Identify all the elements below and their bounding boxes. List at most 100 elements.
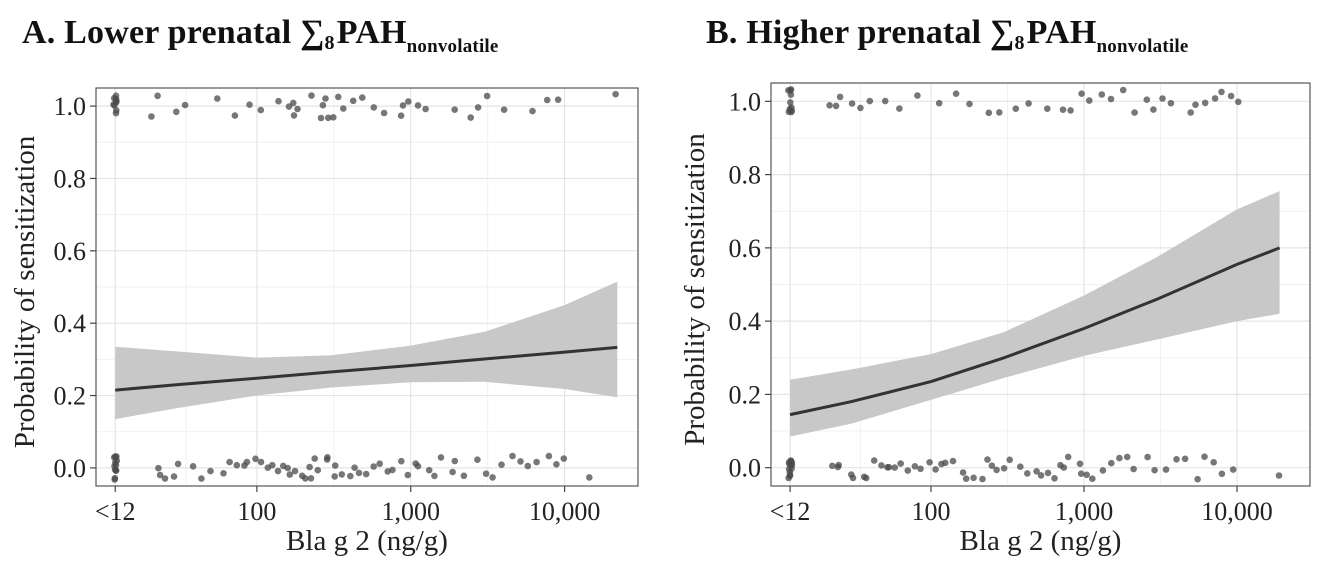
data-point-sensitized [500,106,508,113]
data-point-not-sensitized [878,462,885,469]
confidence-band [790,191,1280,437]
data-point-not-sensitized [257,458,265,466]
data-point-sensitized [1044,105,1051,112]
data-point-sensitized [832,102,840,110]
y-tick-label: 0.8 [729,161,762,190]
data-point-not-sensitized [1006,456,1013,464]
data-point-not-sensitized [1194,475,1201,483]
data-point-sensitized [1227,92,1235,100]
x-tick-label: 1,000 [381,497,440,526]
data-point-sensitized [275,97,282,105]
panel-b-title-sigma-sub: 8 [1014,32,1025,54]
data-point-not-sensitized [351,464,358,472]
x-tick-label: 100 [912,497,951,526]
data-point-sensitized [405,98,412,105]
data-point-not-sensitized [347,472,354,480]
chart-b: 0.0 0.2 0.4 0.6 0.8 1.0 <12 100 1,000 10,000 Bla g… [679,82,1311,557]
data-point-not-sensitized [220,470,227,477]
data-point-not-sensitized [1173,456,1180,463]
data-point-not-sensitized [489,474,496,481]
fitted-line [789,246,1281,417]
y-tick-label: 0.6 [54,237,87,266]
data-point-not-sensitized [112,467,120,474]
data-point-not-sensitized [786,472,794,480]
data-point-sensitized [1143,96,1151,103]
data-point-not-sensitized [233,461,241,469]
data-point-not-sensitized [274,467,282,475]
data-point-sensitized [787,91,795,98]
data-point-not-sensitized [1144,453,1151,461]
data-point-not-sensitized [1218,470,1226,478]
data-point-sensitized [214,95,221,102]
data-point-not-sensitized [904,467,912,474]
data-point-not-sensitized [170,473,178,480]
y-tick-label: 1.0 [729,87,762,116]
data-point-not-sensitized [984,456,991,463]
data-point-sensitized [422,105,429,113]
x-axis-label: Bla g 2 (ng/g) [286,525,448,557]
fitted-line [115,345,618,392]
data-point-not-sensitized [161,475,169,482]
data-point-sensitized [380,109,388,117]
data-point-not-sensitized [979,475,986,483]
data-point-sensitized [181,101,189,109]
data-point-sensitized [451,106,459,113]
y-tick-label: 0.8 [54,164,87,193]
data-point-not-sensitized [785,459,793,466]
panel-a: A. Lower prenatal ∑8PAHnonvolatile 0.0 0.… [9,14,639,557]
data-point-sensitized [952,90,960,97]
data-point-sensitized [1107,95,1115,103]
data-point-sensitized [848,100,856,107]
y-tick-label: 0.0 [54,454,87,483]
data-point-sensitized [966,100,973,108]
data-point-not-sensitized [113,457,121,465]
data-point-not-sensitized [1229,466,1237,473]
data-point-not-sensitized [1201,453,1208,461]
data-point-not-sensitized [1162,466,1170,473]
data-point-not-sensitized [1076,460,1084,468]
data-point-sensitized [996,109,1003,116]
data-point-sensitized [1159,95,1166,102]
data-point-not-sensitized [911,463,919,470]
data-point-sensitized [319,101,327,109]
data-point-sensitized [173,108,180,116]
x-tick-label: 10,000 [529,497,601,526]
data-point-sensitized [1150,106,1157,113]
data-point-not-sensitized [1181,455,1189,463]
data-point-not-sensitized [404,471,412,479]
data-point-not-sensitized [1130,465,1137,473]
data-point-not-sensitized [1089,475,1096,483]
data-point-not-sensitized [376,460,384,468]
data-point-not-sensitized [1017,463,1024,471]
panel-b: B. Higher prenatal ∑8PAHnonvolatile 0.0 0… [670,0,1340,562]
data-point-sensitized [294,105,301,113]
data-point-not-sensitized [1151,466,1158,474]
data-point-sensitized [1201,99,1209,107]
data-point-not-sensitized [1210,459,1217,466]
y-tick-label: 0.4 [54,309,87,338]
data-point-not-sensitized [286,471,294,478]
data-point-sensitized [322,95,329,102]
data-point-not-sensitized [1099,467,1107,474]
data-point-not-sensitized [474,456,481,464]
data-point-sensitized [1211,95,1219,102]
data-point-sensitized [330,114,337,121]
data-point-not-sensitized [517,458,524,465]
data-point-not-sensitized [306,463,313,471]
data-point-sensitized [349,97,357,105]
data-point-not-sensitized [586,474,593,481]
data-point-sensitized [414,102,422,109]
y-tick-label: 0.2 [54,382,87,411]
panel-a-title: A. Lower prenatal ∑8PAHnonvolatile [22,14,499,58]
data-point-sensitized [467,114,475,121]
data-point-sensitized [1187,109,1194,116]
data-point-not-sensitized [449,468,456,476]
data-point-not-sensitized [1033,468,1040,475]
data-point-not-sensitized [156,471,164,479]
data-point-not-sensitized [1083,471,1090,479]
data-point-sensitized [148,113,155,120]
data-point-sensitized [1119,86,1127,94]
panel-b-title: B. Higher prenatal ∑8PAHnonvolatile [706,14,1188,58]
data-point-not-sensitized [291,467,299,475]
data-point-not-sensitized [1037,472,1045,479]
